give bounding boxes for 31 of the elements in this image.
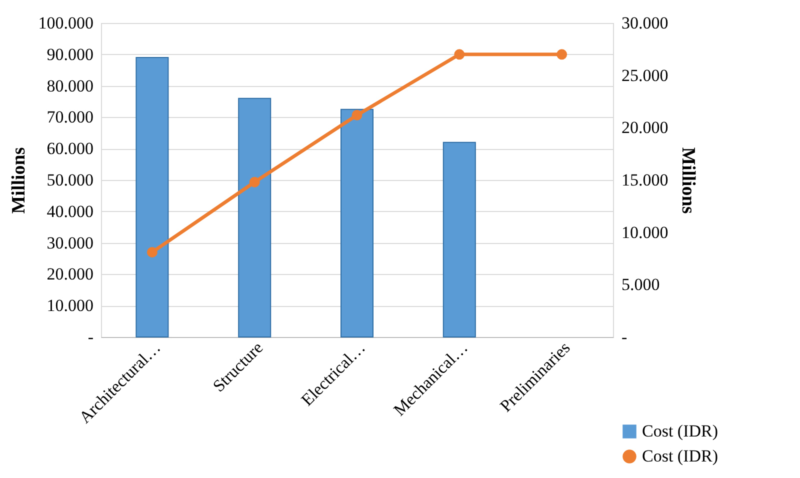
bar [136, 57, 169, 338]
y2-tick-label: 5.000 [622, 275, 660, 294]
legend-label: Cost (IDR) [642, 446, 718, 466]
legend-label: Cost (IDR) [642, 422, 718, 440]
y-tick-label: 80.000 [46, 76, 94, 96]
point [556, 49, 568, 60]
y-tick-label: 10.000 [46, 296, 94, 316]
bar [442, 142, 476, 338]
y2-tick-label: - [622, 328, 628, 346]
point [352, 110, 362, 120]
y-tick-label: - [88, 328, 94, 346]
y2-tick-label: 30.000 [622, 14, 668, 32]
bar [238, 98, 272, 338]
y-tick-label: 60.000 [46, 139, 94, 158]
y2-tick-label: 15.000 [622, 170, 668, 190]
y-axis-title: Millions [8, 147, 30, 214]
y2-tick-label: 25.000 [622, 66, 668, 85]
point [146, 246, 158, 258]
point [454, 49, 465, 60]
y-tick-label: 100.000 [38, 14, 94, 32]
y2-axis-title: Millions [677, 147, 698, 214]
y-tick-label: 20.000 [46, 264, 94, 284]
y-tick-label: 40.000 [46, 202, 94, 221]
y2-tick-label: 20.000 [622, 118, 668, 138]
point [249, 176, 260, 188]
y-tick-label: 30.000 [46, 233, 94, 252]
bar [340, 108, 374, 338]
y-tick-label: 90.000 [46, 44, 94, 64]
y2-tick-label: 10.000 [622, 222, 668, 242]
y-tick-label: 70.000 [46, 108, 94, 127]
y-tick-label: 50.000 [46, 170, 94, 190]
